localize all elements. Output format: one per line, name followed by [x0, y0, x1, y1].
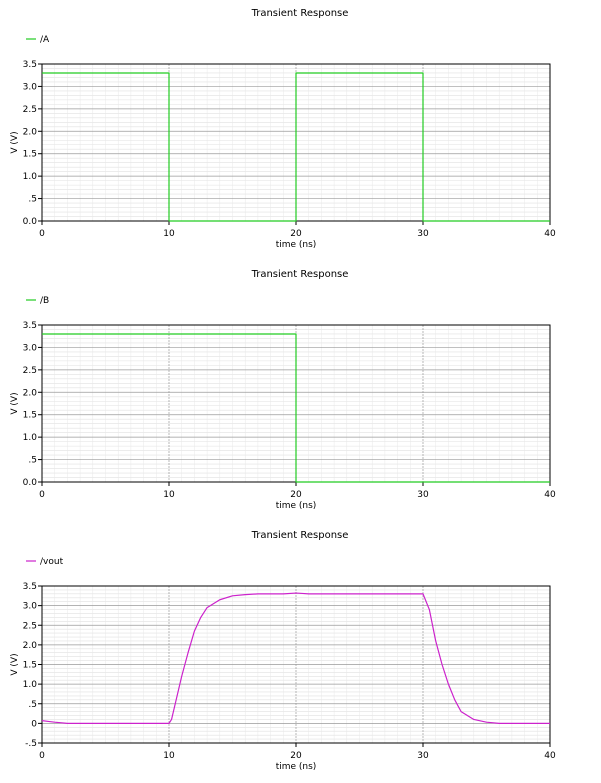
y-tick-label: -.5 — [25, 739, 37, 749]
chart-panel-b: Transient Response/B 0.0 .5 1.0 1.5 2.0 2.5 3.0… — [10, 269, 556, 511]
x-tick-label: 30 — [417, 229, 429, 239]
y-tick-label: 1.0 — [23, 172, 38, 182]
y-tick-label: 1.0 — [23, 680, 38, 690]
y-axis-label: V (V) — [10, 653, 20, 675]
x-tick-label: 30 — [417, 751, 429, 761]
legend-label: /B — [40, 296, 49, 306]
y-tick-label: 2.0 — [23, 388, 38, 398]
legend-label: /A — [40, 35, 50, 45]
x-tick-label: 30 — [417, 490, 429, 500]
y-tick-label: 3.5 — [23, 60, 37, 70]
y-tick-label: 1.5 — [23, 411, 37, 421]
x-tick-label: 10 — [163, 229, 175, 239]
x-axis-label: time (ns) — [276, 762, 317, 772]
y-tick-label: 0.0 — [23, 478, 38, 488]
y-tick-label: 2.5 — [23, 105, 37, 115]
y-tick-label: 3.5 — [23, 582, 37, 592]
y-tick-label: 0.0 — [23, 217, 38, 227]
y-axis-label: V (V) — [10, 392, 20, 414]
x-tick-label: 40 — [544, 751, 556, 761]
y-tick-label: 1.5 — [23, 150, 37, 160]
y-tick-label: 3.0 — [23, 602, 38, 612]
series-line-b — [42, 333, 550, 483]
chart-title: Transient Response — [251, 530, 349, 541]
chart-title: Transient Response — [251, 8, 349, 19]
x-tick-label: 40 — [544, 490, 556, 500]
y-axis-label: V (V) — [10, 131, 20, 153]
legend-label: /vout — [40, 557, 64, 567]
x-tick-label: 0 — [39, 229, 45, 239]
y-tick-label: 0 — [31, 719, 37, 729]
y-tick-label: 2.0 — [23, 127, 38, 137]
y-tick-label: 3.5 — [23, 321, 37, 331]
y-tick-label: .5 — [28, 700, 37, 710]
series-line-vout — [41, 592, 550, 724]
x-axis-label: time (ns) — [276, 240, 317, 250]
y-tick-label: .5 — [28, 195, 37, 205]
x-tick-label: 0 — [39, 751, 45, 761]
y-tick-label: 1.0 — [23, 433, 38, 443]
x-tick-label: 20 — [290, 751, 302, 761]
y-tick-label: 3.0 — [23, 343, 38, 353]
x-tick-label: 0 — [39, 490, 45, 500]
chart-panel-vout: Transient Response/vout-.50.51.01.52.02.… — [10, 530, 556, 772]
x-tick-label: 10 — [163, 490, 175, 500]
chart-panel-a: Transient Response/A 0.0 .5 1.0 1.5 2.0 2.5 3.0… — [10, 8, 556, 250]
x-tick-label: 40 — [544, 229, 556, 239]
y-tick-label: 1.5 — [23, 661, 37, 671]
x-axis-label: time (ns) — [276, 501, 317, 511]
x-tick-label: 20 — [290, 490, 302, 500]
chart-title: Transient Response — [251, 269, 349, 280]
series-line-a — [42, 72, 550, 222]
y-tick-label: 2.5 — [23, 621, 37, 631]
y-tick-label: 3.0 — [23, 82, 38, 92]
y-tick-label: 2.5 — [23, 366, 37, 376]
x-tick-label: 20 — [290, 229, 302, 239]
x-tick-label: 10 — [163, 751, 175, 761]
y-tick-label: 2.0 — [23, 641, 38, 651]
y-tick-label: .5 — [28, 456, 37, 466]
